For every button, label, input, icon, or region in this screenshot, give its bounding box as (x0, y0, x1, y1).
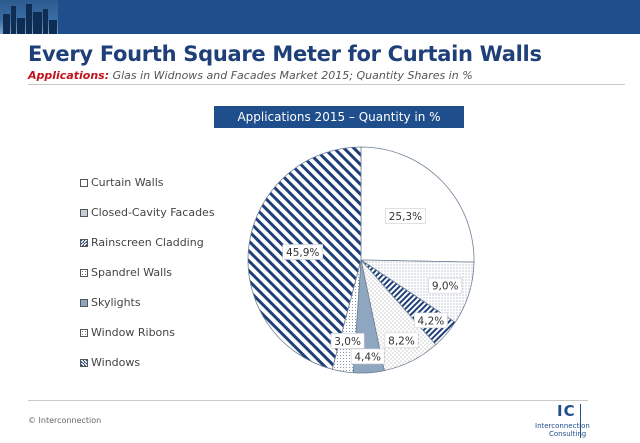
data-label-box (384, 332, 419, 349)
data-label-rainscreen-cladding: 4,2% (418, 315, 445, 327)
data-label-box (413, 312, 448, 329)
legend-swatch (80, 238, 88, 247)
legend-item-skylights: Skylights (80, 296, 141, 309)
data-label-box (385, 208, 426, 224)
legend-item-closed-cavity-facades: Closed-Cavity Facades (80, 206, 215, 219)
data-label-box (330, 333, 365, 349)
subtitle-label: Applications: (28, 69, 110, 82)
legend-label: Curtain Walls (91, 176, 164, 189)
city-photo (0, 0, 58, 34)
data-label-spandrel-walls: 8,2% (388, 335, 415, 347)
legend-swatch (80, 298, 88, 307)
legend-swatch (80, 268, 88, 277)
company-logo: IC Interconnection Consulting (535, 402, 595, 438)
data-label-skylights: 4,4% (354, 351, 381, 363)
legend-swatch (80, 328, 88, 337)
logo-line-1: Interconnection (535, 422, 590, 430)
subtitle-text: Glas in Widnows and Facades Market 2015;… (109, 69, 473, 82)
legend-item-spandrel-walls: Spandrel Walls (80, 266, 172, 279)
copyright-text: © Interconnection (28, 416, 102, 425)
legend-label: Rainscreen Cladding (91, 236, 204, 249)
legend-swatch (80, 358, 88, 367)
logo-line-2: Consulting (549, 430, 587, 438)
legend-label: Window Ribons (91, 326, 175, 339)
legend-item-rainscreen-cladding: Rainscreen Cladding (80, 236, 204, 249)
data-label-box (282, 244, 324, 260)
legend-label: Closed-Cavity Facades (91, 206, 215, 219)
page-title: Every Fourth Square Meter for Curtain Wa… (28, 42, 542, 66)
legend-label: Windows (91, 356, 141, 369)
data-label-windows: 45,9% (286, 247, 319, 259)
logo-mark: IC (557, 402, 576, 420)
legend-swatch (80, 208, 88, 217)
header-banner (0, 0, 640, 34)
data-label-closed-cavity-facades: 9,0% (432, 281, 459, 293)
chart-title: Applications 2015 – Quantity in % (214, 106, 464, 128)
data-label-window-ribons: 3,0% (334, 336, 361, 348)
data-label-curtain-walls: 25,3% (389, 211, 422, 223)
footer-divider (28, 400, 588, 401)
legend-item-windows: Windows (80, 356, 140, 369)
legend-item-curtain-walls: Curtain Walls (80, 176, 164, 189)
pie-slice-curtain-walls (360, 146, 475, 263)
logo-bar (580, 404, 581, 438)
legend-swatch (80, 178, 88, 187)
data-label-box (350, 348, 385, 365)
legend-item-window-ribons: Window Ribons (80, 326, 175, 339)
legend-label: Spandrel Walls (91, 266, 173, 279)
legend-label: Skylights (91, 296, 141, 309)
data-label-box (428, 277, 463, 294)
page-subtitle: Applications: Glas in Widnows and Facade… (28, 69, 473, 82)
title-divider (28, 84, 625, 85)
